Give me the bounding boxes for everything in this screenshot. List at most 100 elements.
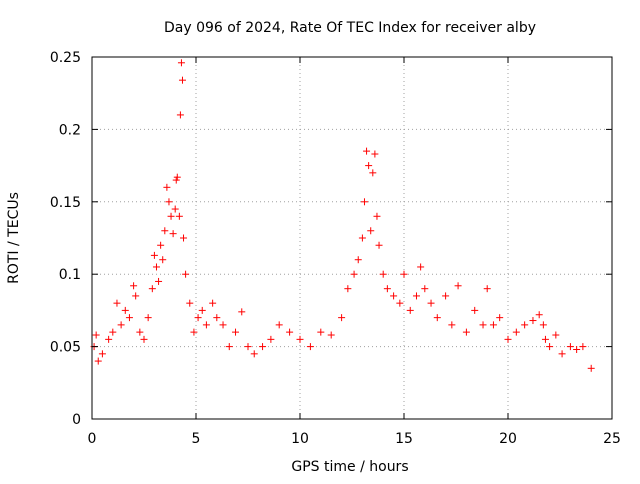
data-point bbox=[175, 212, 183, 220]
data-point bbox=[105, 335, 113, 343]
data-point bbox=[483, 285, 491, 293]
data-point bbox=[155, 277, 163, 285]
x-axis-label: GPS time / hours bbox=[291, 459, 408, 475]
x-tick-label: 5 bbox=[192, 431, 201, 447]
data-point bbox=[448, 321, 456, 329]
x-tick-label: 0 bbox=[88, 431, 97, 447]
data-point bbox=[169, 230, 177, 238]
y-tick-label: 0.15 bbox=[50, 195, 81, 211]
data-point bbox=[587, 364, 595, 372]
data-point bbox=[190, 328, 198, 336]
data-point bbox=[427, 299, 435, 307]
chart-title: Day 096 of 2024, Rate Of TEC Index for r… bbox=[164, 20, 536, 36]
data-point bbox=[125, 314, 133, 322]
data-point bbox=[462, 328, 470, 336]
x-tick-label: 20 bbox=[499, 431, 517, 447]
data-point bbox=[454, 282, 462, 290]
data-point bbox=[130, 282, 138, 290]
data-point bbox=[338, 314, 346, 322]
data-point bbox=[178, 76, 186, 84]
data-point bbox=[232, 328, 240, 336]
data-point bbox=[180, 234, 188, 242]
data-point bbox=[471, 306, 479, 314]
data-point bbox=[421, 285, 429, 293]
data-point bbox=[275, 321, 283, 329]
data-point bbox=[512, 328, 520, 336]
data-point bbox=[113, 299, 121, 307]
data-point bbox=[150, 251, 158, 259]
data-point bbox=[579, 343, 587, 351]
data-point bbox=[546, 343, 554, 351]
data-point bbox=[379, 270, 387, 278]
data-point bbox=[148, 285, 156, 293]
data-point bbox=[132, 292, 140, 300]
data-point bbox=[496, 314, 504, 322]
data-point bbox=[161, 227, 169, 235]
data-point bbox=[375, 241, 383, 249]
data-point bbox=[219, 321, 227, 329]
data-point bbox=[344, 285, 352, 293]
data-point bbox=[539, 321, 547, 329]
data-point bbox=[121, 306, 129, 314]
data-point bbox=[354, 256, 362, 264]
data-point bbox=[209, 299, 217, 307]
data-point bbox=[400, 270, 408, 278]
data-point bbox=[365, 162, 373, 170]
data-point bbox=[286, 328, 294, 336]
data-point bbox=[98, 350, 106, 358]
data-point bbox=[371, 150, 379, 158]
data-point bbox=[157, 241, 165, 249]
data-point bbox=[171, 205, 179, 213]
data-point bbox=[177, 59, 185, 67]
data-point bbox=[317, 328, 325, 336]
data-point bbox=[165, 198, 173, 206]
data-point bbox=[202, 321, 210, 329]
x-tick-label: 25 bbox=[603, 431, 621, 447]
data-point bbox=[250, 350, 258, 358]
data-point bbox=[267, 335, 275, 343]
data-point bbox=[489, 321, 497, 329]
data-point bbox=[136, 328, 144, 336]
data-point bbox=[373, 212, 381, 220]
data-point bbox=[552, 331, 560, 339]
data-point bbox=[213, 314, 221, 322]
data-point bbox=[167, 212, 175, 220]
data-point bbox=[566, 343, 574, 351]
data-point bbox=[433, 314, 441, 322]
data-point bbox=[350, 270, 358, 278]
x-tick-label: 10 bbox=[291, 431, 309, 447]
data-point bbox=[327, 331, 335, 339]
data-point bbox=[198, 306, 206, 314]
data-point bbox=[306, 343, 314, 351]
data-point bbox=[94, 357, 102, 365]
data-point bbox=[163, 183, 171, 191]
data-point bbox=[117, 321, 125, 329]
data-point bbox=[259, 343, 267, 351]
data-point bbox=[182, 270, 190, 278]
y-tick-label: 0.25 bbox=[50, 50, 81, 66]
data-point bbox=[573, 345, 581, 353]
data-point bbox=[194, 314, 202, 322]
data-point bbox=[369, 169, 377, 177]
data-point bbox=[360, 198, 368, 206]
data-point bbox=[383, 285, 391, 293]
data-point bbox=[244, 343, 252, 351]
data-point bbox=[396, 299, 404, 307]
data-point bbox=[144, 314, 152, 322]
ticks-layer: 0 5 10 15 20 25 0 0.05 0.1 0.15 0.2 0.25 bbox=[50, 50, 621, 447]
data-point bbox=[363, 147, 371, 155]
data-point bbox=[479, 321, 487, 329]
data-point bbox=[529, 317, 537, 325]
data-point bbox=[541, 335, 549, 343]
data-point bbox=[172, 176, 180, 184]
data-point bbox=[238, 308, 246, 316]
data-point bbox=[442, 292, 450, 300]
data-point bbox=[521, 321, 529, 329]
data-point bbox=[296, 335, 304, 343]
data-point bbox=[412, 292, 420, 300]
y-tick-label: 0 bbox=[72, 412, 81, 428]
data-point bbox=[152, 263, 160, 271]
data-point bbox=[406, 306, 414, 314]
